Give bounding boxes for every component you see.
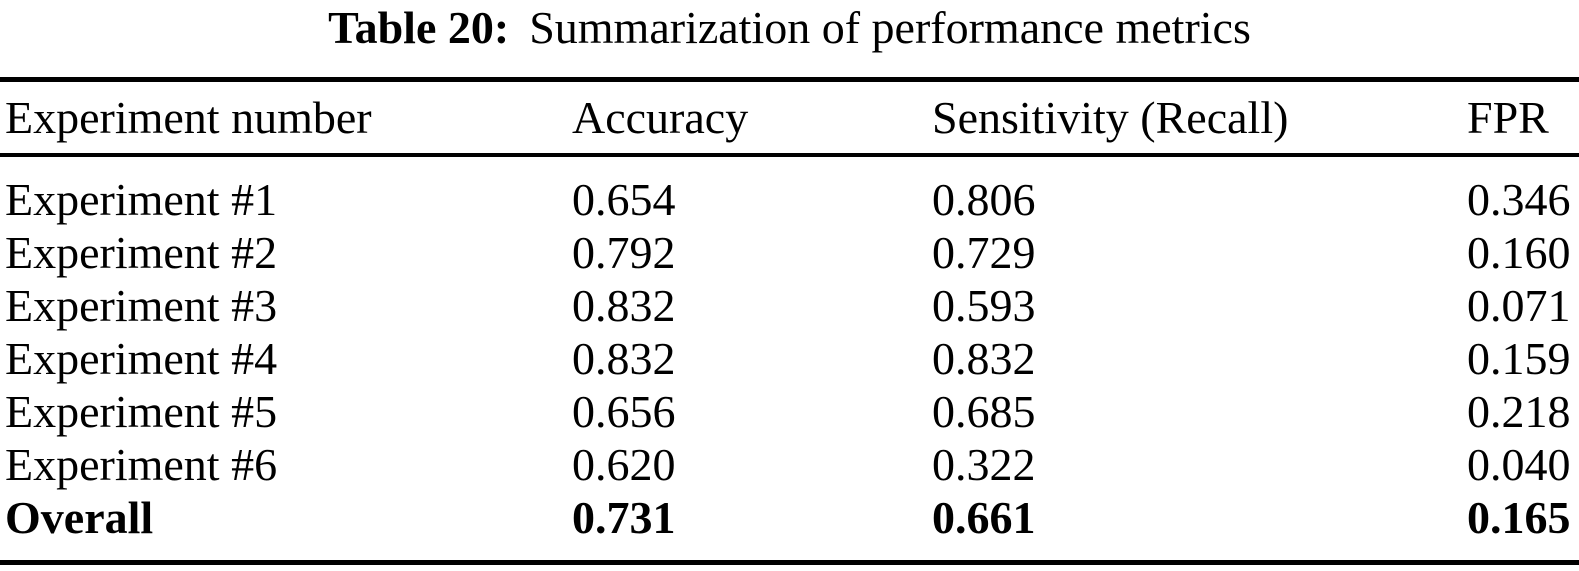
sensitivity-cell: 0.832 xyxy=(932,333,1036,384)
sensitivity-cell: 0.593 xyxy=(932,280,1036,331)
table-header: Experiment number Accuracy Sensitivity (… xyxy=(0,79,1579,157)
table-row: Experiment #1 0.654 0.806 0.346 xyxy=(0,155,1579,226)
fpr-cell: 0.159 xyxy=(1467,333,1571,384)
table-row: Experiment #3 0.832 0.593 0.071 xyxy=(0,279,1579,332)
experiment-name-cell: Experiment #4 xyxy=(5,333,278,384)
table-row: Experiment #2 0.792 0.729 0.160 xyxy=(0,226,1579,279)
table-header-row: Experiment number Accuracy Sensitivity (… xyxy=(0,79,1579,157)
accuracy-cell: 0.654 xyxy=(572,174,676,225)
experiment-name-cell: Experiment #3 xyxy=(5,280,278,331)
table-row: Experiment #6 0.620 0.322 0.040 xyxy=(0,438,1579,491)
table-row: Experiment #4 0.832 0.832 0.159 xyxy=(0,332,1579,385)
table-body: Experiment #1 0.654 0.806 0.346 Experiment #… xyxy=(0,155,1579,563)
sensitivity-cell: 0.322 xyxy=(932,439,1036,490)
fpr-cell: 0.160 xyxy=(1467,227,1571,278)
accuracy-cell: 0.620 xyxy=(572,439,676,490)
performance-metrics-table: Experiment number Accuracy Sensitivity (… xyxy=(0,77,1579,565)
fpr-cell: 0.071 xyxy=(1467,280,1571,331)
accuracy-cell: 0.792 xyxy=(572,227,676,278)
experiment-name-cell: Experiment #5 xyxy=(5,386,278,437)
sensitivity-cell: 0.806 xyxy=(932,174,1036,225)
table-row: Overall 0.731 0.661 0.165 xyxy=(0,491,1579,563)
fpr-cell: 0.218 xyxy=(1467,386,1571,437)
experiment-name-cell: Experiment #1 xyxy=(5,174,278,225)
accuracy-cell: 0.656 xyxy=(572,386,676,437)
experiment-name-cell: Experiment #2 xyxy=(5,227,278,278)
table-row: Experiment #5 0.656 0.685 0.218 xyxy=(0,385,1579,438)
accuracy-cell: 0.731 xyxy=(572,492,676,543)
accuracy-cell: 0.832 xyxy=(572,333,676,384)
experiment-name-cell: Experiment #6 xyxy=(5,439,278,490)
fpr-cell: 0.346 xyxy=(1467,174,1571,225)
sensitivity-cell: 0.685 xyxy=(932,386,1036,437)
experiment-name-cell: Overall xyxy=(5,492,154,543)
sensitivity-cell: 0.729 xyxy=(932,227,1036,278)
table-caption-label: Table 20: xyxy=(328,2,510,53)
column-header-accuracy: Accuracy xyxy=(567,79,927,157)
fpr-cell: 0.165 xyxy=(1467,492,1571,543)
table-caption-text: Summarization of performance metrics xyxy=(529,2,1251,53)
column-header-experiment-number: Experiment number xyxy=(0,79,567,157)
accuracy-cell: 0.832 xyxy=(572,280,676,331)
column-header-sensitivity-recall: Sensitivity (Recall) xyxy=(927,79,1462,157)
table-caption: Table 20: Summarization of performance me… xyxy=(0,0,1579,77)
fpr-cell: 0.040 xyxy=(1467,439,1571,490)
sensitivity-cell: 0.661 xyxy=(932,492,1036,543)
column-header-fpr: FPR xyxy=(1462,79,1579,157)
